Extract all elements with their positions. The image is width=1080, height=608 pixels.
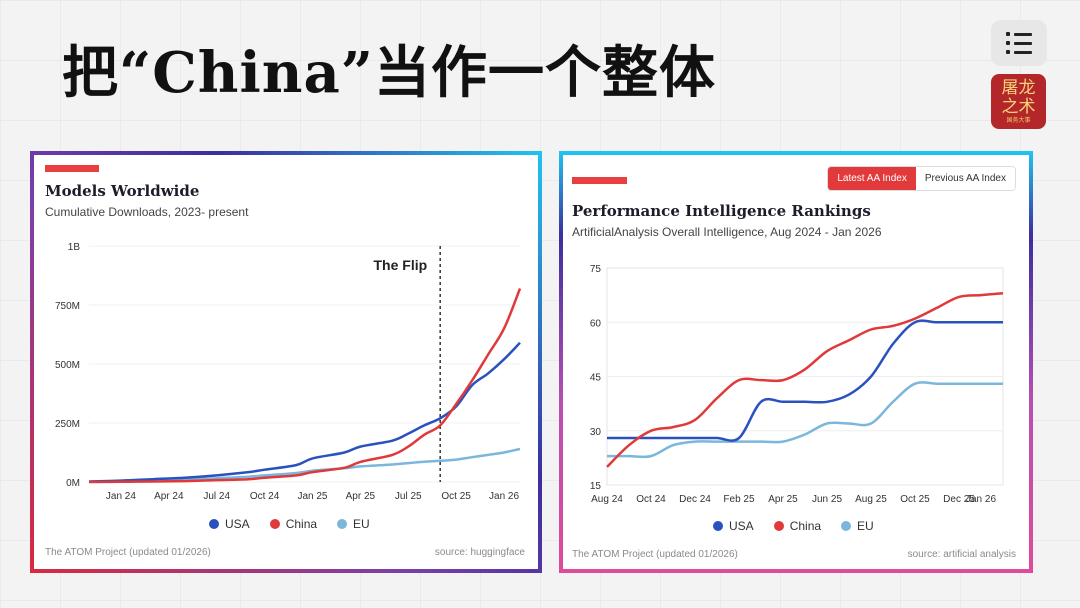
x-tick-label: Oct 24 bbox=[636, 494, 666, 505]
y-tick-label: 45 bbox=[590, 373, 602, 384]
legend-usa: USA bbox=[713, 519, 754, 533]
intelligence-line-chart: 15 30 45 60 75 Aug 24 Oct 24 Dec 24 Feb 25 Apr 25… bbox=[590, 264, 1004, 505]
x-tick-label: Jul 24 bbox=[203, 491, 230, 502]
series-line-eu bbox=[88, 447, 521, 484]
x-tick-label: Aug 25 bbox=[855, 494, 887, 505]
x-tick-label: Jan 26 bbox=[489, 491, 519, 502]
x-tick-label: Apr 25 bbox=[768, 494, 798, 505]
brand-logo: 屠龙 之术 国务大事 bbox=[991, 74, 1046, 129]
chart-subtitle: ArtificialAnalysis Overall Intelligence,… bbox=[572, 225, 882, 239]
x-tick-label: Oct 25 bbox=[900, 494, 930, 505]
y-tick-label: 500M bbox=[55, 360, 80, 371]
x-tick-label: Jul 25 bbox=[395, 491, 422, 502]
x-tick-label: Oct 25 bbox=[441, 491, 471, 502]
series-line-eu bbox=[606, 381, 1003, 459]
x-tick-label: Jan 25 bbox=[297, 491, 327, 502]
x-tick-label: Apr 25 bbox=[346, 491, 376, 502]
legend-china: China bbox=[773, 519, 821, 533]
x-tick-label: Feb 25 bbox=[723, 494, 755, 505]
accent-bar bbox=[45, 165, 99, 172]
x-tick-label: Jun 25 bbox=[812, 494, 842, 505]
chart-legend: USA China EU bbox=[209, 517, 370, 531]
x-tick-label: Apr 24 bbox=[154, 491, 184, 502]
downloads-line-chart: 0M 250M 500M 750M 1B Jan 24 Apr 24 Jul 24 Oct 24… bbox=[55, 242, 522, 502]
x-tick-label: Dec 24 bbox=[679, 494, 711, 505]
series-line-usa bbox=[606, 319, 1003, 442]
footer-source: source: huggingface bbox=[434, 547, 525, 558]
menu-icon bbox=[1006, 32, 1032, 36]
legend-eu: EU bbox=[841, 519, 874, 533]
x-tick-label: Aug 24 bbox=[591, 494, 623, 505]
footer-credit: The ATOM Project (updated 01/2026) bbox=[572, 549, 738, 560]
menu-button[interactable] bbox=[991, 20, 1047, 66]
footer-credit: The ATOM Project (updated 01/2026) bbox=[45, 547, 211, 558]
index-toggle: Latest AA Index Previous AA Index bbox=[827, 166, 1016, 191]
x-tick-label: Dec 25 bbox=[943, 494, 975, 505]
chart-title: Models Worldwide bbox=[45, 182, 200, 200]
annotation-the-flip: The Flip bbox=[374, 257, 428, 273]
downloads-card-frame: Models Worldwide Cumulative Downloads, 2… bbox=[30, 151, 542, 573]
x-tick-label: Jan 26 bbox=[966, 494, 996, 505]
series-line-china bbox=[606, 292, 1004, 468]
downloads-card: Models Worldwide Cumulative Downloads, 2… bbox=[34, 155, 538, 569]
y-tick-label: 250M bbox=[55, 419, 80, 430]
legend-usa: USA bbox=[209, 517, 250, 531]
chart-legend: USA China EU bbox=[713, 519, 874, 533]
legend-china: China bbox=[269, 517, 317, 531]
latest-aa-index-button[interactable]: Latest AA Index bbox=[828, 167, 916, 190]
series-line-usa bbox=[88, 341, 521, 483]
y-tick-label: 1B bbox=[68, 242, 81, 253]
previous-aa-index-button[interactable]: Previous AA Index bbox=[915, 167, 1015, 190]
accent-bar bbox=[572, 177, 627, 184]
x-tick-label: Jan 24 bbox=[106, 491, 136, 502]
legend-eu: EU bbox=[337, 517, 370, 531]
x-tick-label: Oct 24 bbox=[250, 491, 280, 502]
y-tick-label: 0M bbox=[66, 478, 80, 489]
chart-title: Performance Intelligence Rankings bbox=[572, 202, 871, 220]
intelligence-card-frame: Latest AA Index Previous AA Index Perfor… bbox=[559, 151, 1033, 573]
chart-subtitle: Cumulative Downloads, 2023- present bbox=[45, 205, 249, 219]
slide-title: 把“China”当作一个整体 bbox=[62, 40, 716, 106]
y-tick-label: 75 bbox=[590, 264, 602, 275]
y-tick-label: 30 bbox=[590, 427, 602, 438]
series-line-china bbox=[88, 288, 522, 484]
y-tick-label: 750M bbox=[55, 301, 80, 312]
y-tick-label: 60 bbox=[590, 318, 602, 329]
footer-source: source: artificial analysis bbox=[907, 549, 1016, 560]
intelligence-card: Latest AA Index Previous AA Index Perfor… bbox=[563, 155, 1029, 569]
y-tick-label: 15 bbox=[590, 481, 602, 492]
